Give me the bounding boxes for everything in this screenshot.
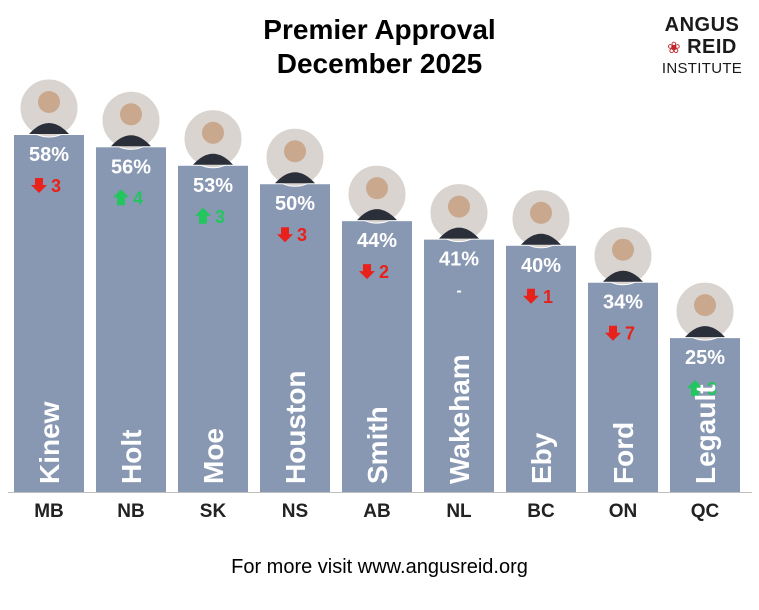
bar-ab — [342, 221, 412, 492]
chart-title: Premier Approval — [263, 14, 496, 45]
bar-on — [588, 282, 658, 492]
bar-nb — [96, 147, 166, 492]
province-tick-label: AB — [363, 501, 390, 522]
arrow-down-icon — [359, 264, 375, 280]
chart-subtitle: December 2025 — [276, 48, 483, 79]
value-label: 25% — [685, 347, 725, 369]
bar-nl — [424, 239, 494, 492]
portrait-suit-icon — [275, 172, 315, 184]
logo-line2: REID — [687, 36, 737, 58]
logo-line1: ANGUS — [664, 14, 740, 36]
premier-name-label: Ford — [608, 422, 639, 484]
value-label: 40% — [521, 255, 561, 277]
portrait-suit-icon — [29, 123, 69, 134]
premier-name-label: Kinew — [34, 401, 65, 484]
value-label: 44% — [357, 230, 397, 252]
change-label: 4 — [133, 188, 143, 208]
value-label: 58% — [29, 144, 69, 166]
change-label: 3 — [707, 379, 717, 399]
portrait-face-icon — [284, 140, 306, 163]
arrow-down-icon — [523, 288, 539, 304]
premier-name-label: Eby — [526, 432, 557, 484]
bar-mb — [14, 135, 84, 492]
premier-name-label: Holt — [116, 430, 147, 484]
value-label: 53% — [193, 175, 233, 197]
portrait-suit-icon — [521, 233, 561, 245]
portrait-suit-icon — [193, 153, 233, 165]
portrait-face-icon — [448, 195, 470, 218]
approval-bar-chart: 58% 3 Kinew MB 56% 4 Holt NB 53% 3 Moe SK 50% 3 Housto… — [8, 78, 752, 522]
province-tick-label: NB — [117, 501, 144, 522]
province-tick-label: NS — [282, 501, 308, 522]
value-label: 34% — [603, 292, 643, 314]
bar-sk — [178, 165, 248, 492]
change-label: - — [456, 283, 461, 300]
change-label: 2 — [379, 262, 389, 282]
premier-name-label: Moe — [198, 428, 229, 484]
change-label: 3 — [51, 176, 61, 196]
portrait-face-icon — [694, 294, 716, 317]
premier-name-label: Legault — [690, 384, 721, 484]
province-tick-label: QC — [691, 501, 720, 522]
portrait-suit-icon — [685, 326, 725, 338]
arrow-up-icon — [687, 380, 703, 397]
arrow-down-icon — [277, 227, 293, 243]
bar-bc — [506, 245, 576, 492]
angus-reid-logo: ANGUS ❀ REID INSTITUTE — [652, 14, 752, 78]
change-label: 7 — [625, 324, 635, 344]
portrait-face-icon — [612, 238, 634, 261]
province-tick-label: BC — [527, 501, 555, 522]
portrait-suit-icon — [439, 227, 479, 239]
value-label: 50% — [275, 193, 315, 215]
portrait-face-icon — [530, 201, 552, 224]
logo-line3: INSTITUTE — [661, 60, 743, 77]
portrait-face-icon — [38, 91, 60, 113]
bar-qc — [670, 338, 740, 492]
portrait-suit-icon — [111, 135, 151, 147]
province-tick-label: ON — [609, 501, 638, 522]
footer-text: For more visit www.angusreid.org — [231, 556, 528, 578]
portrait-suit-icon — [357, 209, 397, 221]
province-tick-label: SK — [200, 501, 227, 522]
premier-name-label: Wakeham — [444, 354, 475, 484]
province-tick-label: MB — [34, 501, 64, 522]
change-label: 3 — [215, 207, 225, 227]
change-label: 1 — [543, 287, 553, 307]
value-label: 41% — [439, 249, 479, 271]
arrow-down-icon — [31, 178, 47, 193]
value-label: 56% — [111, 156, 151, 178]
change-label: 3 — [297, 225, 307, 245]
bar-ns — [260, 184, 330, 492]
arrow-down-icon — [605, 325, 621, 341]
portrait-face-icon — [202, 121, 224, 144]
province-tick-label: NL — [446, 501, 472, 522]
maple-leaf-icon: ❀ — [667, 40, 682, 57]
arrow-up-icon — [195, 207, 211, 224]
premier-name-label: Smith — [362, 406, 393, 484]
premier-name-label: Houston — [280, 370, 311, 484]
arrow-up-icon — [113, 189, 129, 206]
portrait-face-icon — [120, 103, 142, 126]
portrait-face-icon — [366, 177, 388, 200]
portrait-suit-icon — [603, 270, 643, 282]
